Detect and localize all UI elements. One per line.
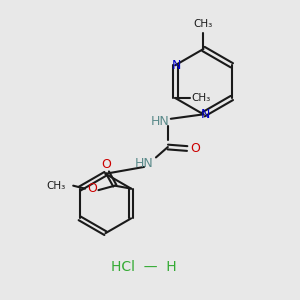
Text: N: N — [172, 59, 182, 72]
Text: CH₃: CH₃ — [46, 181, 66, 191]
Text: HN: HN — [135, 157, 153, 170]
Text: O: O — [87, 182, 97, 195]
Text: HN: HN — [151, 115, 170, 128]
Text: N: N — [200, 108, 210, 121]
Text: HCl  —  H: HCl — H — [111, 260, 177, 274]
Text: CH₃: CH₃ — [192, 93, 211, 103]
Text: O: O — [190, 142, 200, 155]
Text: O: O — [101, 158, 111, 171]
Text: CH₃: CH₃ — [194, 19, 213, 29]
